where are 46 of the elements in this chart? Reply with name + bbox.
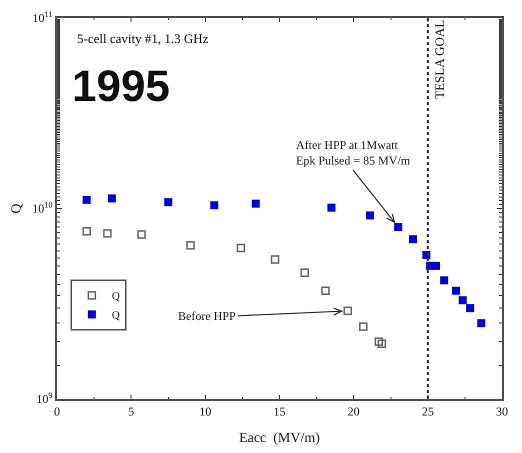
y-tick-label: 10$^{11}$ (32, 10, 53, 26)
x-tick-label: 20 (348, 404, 360, 418)
legend-label: Q (112, 290, 120, 303)
x-tick-label: 25 (422, 404, 434, 418)
point (359, 322, 368, 331)
y-axis-title: Q (9, 203, 24, 214)
point (82, 196, 91, 204)
y-tick-label: 10$^{10}$ (32, 200, 53, 216)
point (321, 286, 330, 296)
point (300, 268, 309, 277)
point (137, 230, 146, 239)
point (270, 255, 280, 264)
point (327, 204, 336, 212)
x-tick-label: 0 (54, 404, 60, 418)
x-axis-title: Eacc (MV/m) (239, 431, 320, 446)
point (458, 296, 467, 304)
legend-label: Q (112, 310, 120, 322)
annotation: 1995 (72, 62, 170, 111)
annotation: 5-cell cavity #1, 1.3 GHz (77, 31, 209, 46)
x-tick-label: 15 (274, 404, 286, 418)
point (466, 304, 474, 312)
x-tick-label: 5 (128, 404, 134, 418)
point (164, 198, 172, 206)
point (108, 194, 116, 202)
y-tick-label: 10$^{9}$ (36, 391, 53, 406)
point (343, 306, 352, 316)
point (236, 244, 246, 252)
annotation: Before HPP (178, 309, 236, 323)
point (432, 262, 440, 270)
point (366, 211, 374, 220)
point (210, 201, 218, 210)
x-tick-label: 30 (496, 404, 508, 418)
point (374, 337, 384, 346)
point (394, 222, 402, 231)
point (409, 235, 417, 244)
point (252, 200, 260, 208)
point (378, 340, 386, 348)
point (452, 286, 460, 295)
point (477, 319, 486, 328)
ref-line-label: TESLA GOAL (432, 20, 447, 99)
x-tick-label: 10 (199, 404, 212, 418)
annotation: After HPP at 1Mwatt Epk Pulsed = 85 MV/m (296, 138, 411, 168)
point (186, 241, 195, 250)
point (82, 226, 91, 236)
point (440, 276, 448, 284)
point (103, 229, 112, 238)
